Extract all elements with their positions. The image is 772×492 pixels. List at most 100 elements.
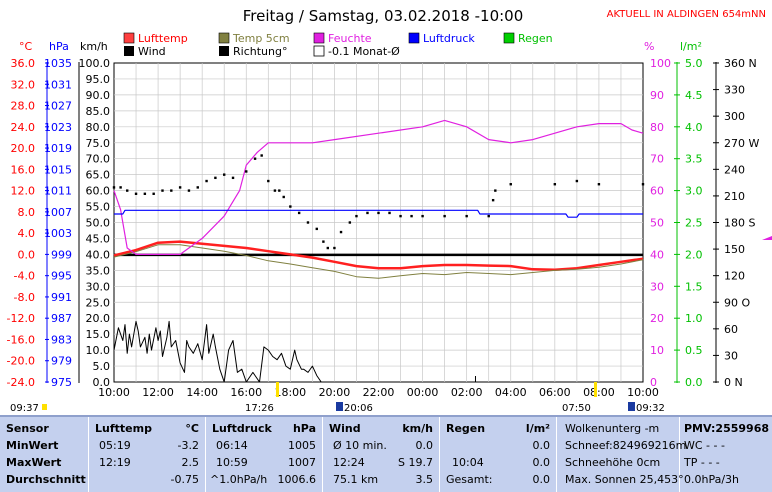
lufttemp-header: Lufttemp [95, 422, 152, 435]
direction-tick-label: 150 [724, 243, 745, 256]
direction-dot [223, 173, 226, 176]
direction-dot [491, 198, 495, 202]
wind-tick-label: 35.0 [86, 264, 111, 277]
direction-dot [260, 154, 263, 157]
regen-min-value: 0.0 [532, 439, 551, 452]
wolken-row-1: Wolkenunterg -m [565, 422, 660, 435]
temp-tick-label: 36.0 [11, 57, 36, 70]
pressure-tick-label: 1023 [44, 121, 72, 134]
direction-dot [339, 230, 343, 234]
direction-dot [410, 214, 413, 218]
temp-tick-label: 20.0 [11, 142, 36, 155]
direction-dot [333, 246, 336, 250]
marker-0932-flag [628, 402, 635, 411]
legend-swatch-lufttemp [123, 32, 135, 44]
x-tick-label: 10:00 [98, 386, 130, 399]
legend-label-luftdruck: Luftdruck [423, 32, 475, 45]
pressure-tick-label: 975 [51, 376, 72, 389]
wind-tick-label: 0.0 [93, 376, 111, 389]
marker-2006: 20:06 [344, 403, 373, 414]
wind-tick-label: 20.0 [86, 312, 111, 325]
lufttemp-max-time: 12:19 [99, 456, 131, 469]
series-luftdruck [114, 209, 643, 218]
wolken-column: Wolkenunterg -m Schneef:824969216m Schne… [557, 417, 686, 492]
wind-max-time: 12:24 [333, 456, 365, 469]
wind-tick-label: 95.0 [86, 73, 111, 86]
direction-dot [443, 214, 446, 218]
rain-tick-label: 5.0 [685, 57, 703, 70]
legend-label-richtung: Richtung° [233, 45, 287, 58]
wind-tick-label: 65.0 [86, 169, 111, 182]
luftdruck-min-time: 06:14 [216, 439, 248, 452]
legend-swatch-regen [503, 32, 515, 44]
lufttemp-min-value: -3.2 [177, 439, 199, 452]
pressure-tick-label: 1035 [44, 57, 72, 70]
direction-dot [315, 227, 318, 231]
direction-dot [322, 240, 325, 243]
regen-total-value: 0.0 [532, 473, 551, 486]
pmv-tp: TP - - - [684, 456, 720, 469]
direction-dot [143, 192, 147, 195]
temp-tick-label: -16.0 [7, 333, 35, 346]
wind-avg-value: 3.5 [415, 473, 434, 486]
series-group [112, 119, 645, 383]
x-tick-label: 08:00 [583, 386, 615, 399]
pmv-wc: WC - - - [684, 439, 725, 452]
wind-tick-label: 40.0 [86, 248, 111, 261]
pressure-tick-label: 983 [51, 333, 72, 346]
wind-max-value: S 19.7 [398, 456, 433, 469]
time-markers: 09:37 17:26 20:06 07:50 09:32 [10, 382, 665, 414]
luftdruck-avg-value: 1006.6 [277, 473, 317, 486]
row-label-avg: Durchschnitt [6, 473, 86, 486]
humidity-tick-label: 0 [650, 376, 657, 389]
rain-tick-label: 2.5 [685, 217, 703, 230]
direction-dot [641, 183, 645, 186]
pressure-tick-label: 979 [51, 355, 72, 368]
marker-left-time: 09:37 [10, 403, 39, 414]
rain-tick-label: 3.5 [685, 153, 703, 166]
wind-tick-label: 30.0 [86, 280, 111, 293]
axis-unit-temp: °C [19, 40, 33, 53]
series-feuchte [113, 119, 644, 255]
humidity-tick-label: 70 [650, 153, 664, 166]
humidity-tick-label: 80 [650, 121, 664, 134]
wind-avg10-value: 0.0 [415, 439, 434, 452]
direction-tick-label: 330 [724, 84, 745, 97]
luftdruck-unit: hPa [292, 422, 316, 435]
direction-tick-label: 210 [724, 190, 745, 203]
weather-chart: Freitag / Samstag, 03.02.2018 -10:00 AKT… [7, 7, 772, 414]
humidity-tick-label: 20 [650, 312, 664, 325]
lufttemp-min-time: 05:19 [99, 439, 131, 452]
pressure-tick-label: 999 [51, 248, 72, 261]
row-label-min: MinWert [6, 439, 59, 452]
wind-tick-label: 60.0 [86, 185, 111, 198]
direction-dot [326, 246, 330, 250]
direction-dot [134, 192, 138, 195]
direction-dot [388, 211, 391, 215]
direction-dot [421, 214, 424, 218]
temp-tick-label: -20.0 [7, 355, 35, 368]
direction-dot [399, 214, 402, 218]
wind-tick-label: 10.0 [86, 344, 111, 357]
pressure-tick-label: 1015 [44, 163, 72, 176]
x-axis: 10:00 12:00 14:00 16:00 18:00 20:00 22:00 00:00… [98, 386, 659, 399]
direction-dot [152, 192, 155, 195]
location-label: AKTUELL IN ALDINGEN 654mNN [607, 9, 766, 20]
direction-dot [487, 214, 490, 218]
wind-tick-label: 100.0 [79, 57, 111, 70]
legend-label-monat: -0.1 Monat-Ø [328, 45, 400, 58]
temp-tick-label: 28.0 [11, 100, 36, 113]
pressure-tick-label: 1007 [44, 206, 72, 219]
wind-tick-label: 70.0 [86, 153, 111, 166]
wind-avg10-label: Ø 10 min. [333, 439, 387, 452]
legend-label-lufttemp: Lufttemp [138, 32, 188, 45]
pmv-column: PMV:2559968 WC - - - TP - - - 0.0hPa/3h [680, 417, 772, 492]
pressure-tick-label: 1011 [44, 185, 72, 198]
right-axes: 10090807060504030201005.04.54.03.53.02.5… [650, 57, 759, 389]
rain-tick-label: 1.0 [685, 312, 703, 325]
x-tick-label: 04:00 [495, 386, 527, 399]
direction-dot [161, 189, 164, 192]
x-tick-label: 18:00 [274, 386, 306, 399]
x-tick-label: 02:00 [451, 386, 483, 399]
temp-tick-label: -24.0 [7, 376, 35, 389]
